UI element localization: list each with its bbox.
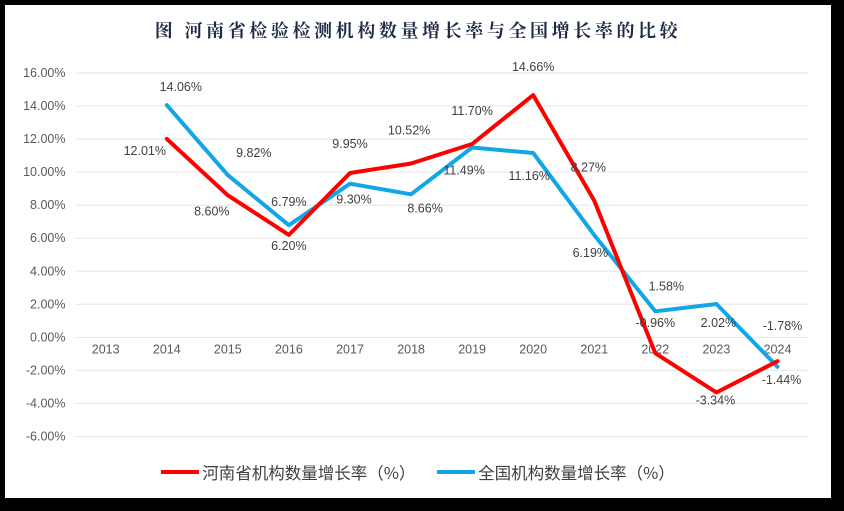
svg-text:-1.44%: -1.44% xyxy=(762,373,802,387)
svg-text:2015: 2015 xyxy=(214,342,242,356)
svg-text:2013: 2013 xyxy=(92,342,120,356)
svg-text:0.00%: 0.00% xyxy=(30,330,65,344)
svg-text:4.00%: 4.00% xyxy=(30,264,65,278)
svg-text:2014: 2014 xyxy=(153,342,181,356)
svg-text:-3.34%: -3.34% xyxy=(696,394,736,408)
svg-text:10.52%: 10.52% xyxy=(388,124,430,138)
svg-text:11.70%: 11.70% xyxy=(451,104,492,118)
svg-text:9.95%: 9.95% xyxy=(332,137,367,151)
svg-text:2020: 2020 xyxy=(519,342,547,356)
svg-text:14.00%: 14.00% xyxy=(23,99,65,113)
svg-text:16.00%: 16.00% xyxy=(23,66,65,80)
svg-text:11.16%: 11.16% xyxy=(508,169,549,183)
svg-text:2.00%: 2.00% xyxy=(30,297,65,311)
svg-text:2016: 2016 xyxy=(275,342,303,356)
svg-text:-4.00%: -4.00% xyxy=(26,397,66,411)
svg-text:2.02%: 2.02% xyxy=(701,316,736,330)
svg-text:2018: 2018 xyxy=(397,342,425,356)
svg-text:2019: 2019 xyxy=(458,342,486,356)
svg-text:11.49%: 11.49% xyxy=(443,164,484,178)
svg-text:2017: 2017 xyxy=(336,342,364,356)
svg-text:12.00%: 12.00% xyxy=(23,132,65,146)
svg-text:2023: 2023 xyxy=(702,342,730,356)
svg-text:14.06%: 14.06% xyxy=(160,80,202,94)
svg-text:12.01%: 12.01% xyxy=(124,144,166,158)
svg-text:8.27%: 8.27% xyxy=(571,161,606,175)
svg-text:2021: 2021 xyxy=(580,342,608,356)
svg-text:10.00%: 10.00% xyxy=(23,165,65,179)
svg-text:1.58%: 1.58% xyxy=(649,279,684,293)
svg-text:9.30%: 9.30% xyxy=(336,193,371,207)
svg-text:-0.96%: -0.96% xyxy=(635,316,675,330)
svg-text:-2.00%: -2.00% xyxy=(26,363,66,377)
svg-text:-6.00%: -6.00% xyxy=(26,430,66,444)
svg-text:8.00%: 8.00% xyxy=(30,198,65,212)
svg-text:-1.78%: -1.78% xyxy=(763,319,803,333)
svg-text:14.66%: 14.66% xyxy=(512,60,554,74)
svg-text:6.00%: 6.00% xyxy=(30,231,65,245)
svg-text:6.79%: 6.79% xyxy=(271,195,306,209)
svg-text:6.19%: 6.19% xyxy=(573,246,608,260)
svg-text:6.20%: 6.20% xyxy=(271,239,306,253)
svg-text:8.66%: 8.66% xyxy=(407,201,442,215)
svg-text:9.82%: 9.82% xyxy=(236,146,271,160)
svg-text:8.60%: 8.60% xyxy=(194,204,229,218)
